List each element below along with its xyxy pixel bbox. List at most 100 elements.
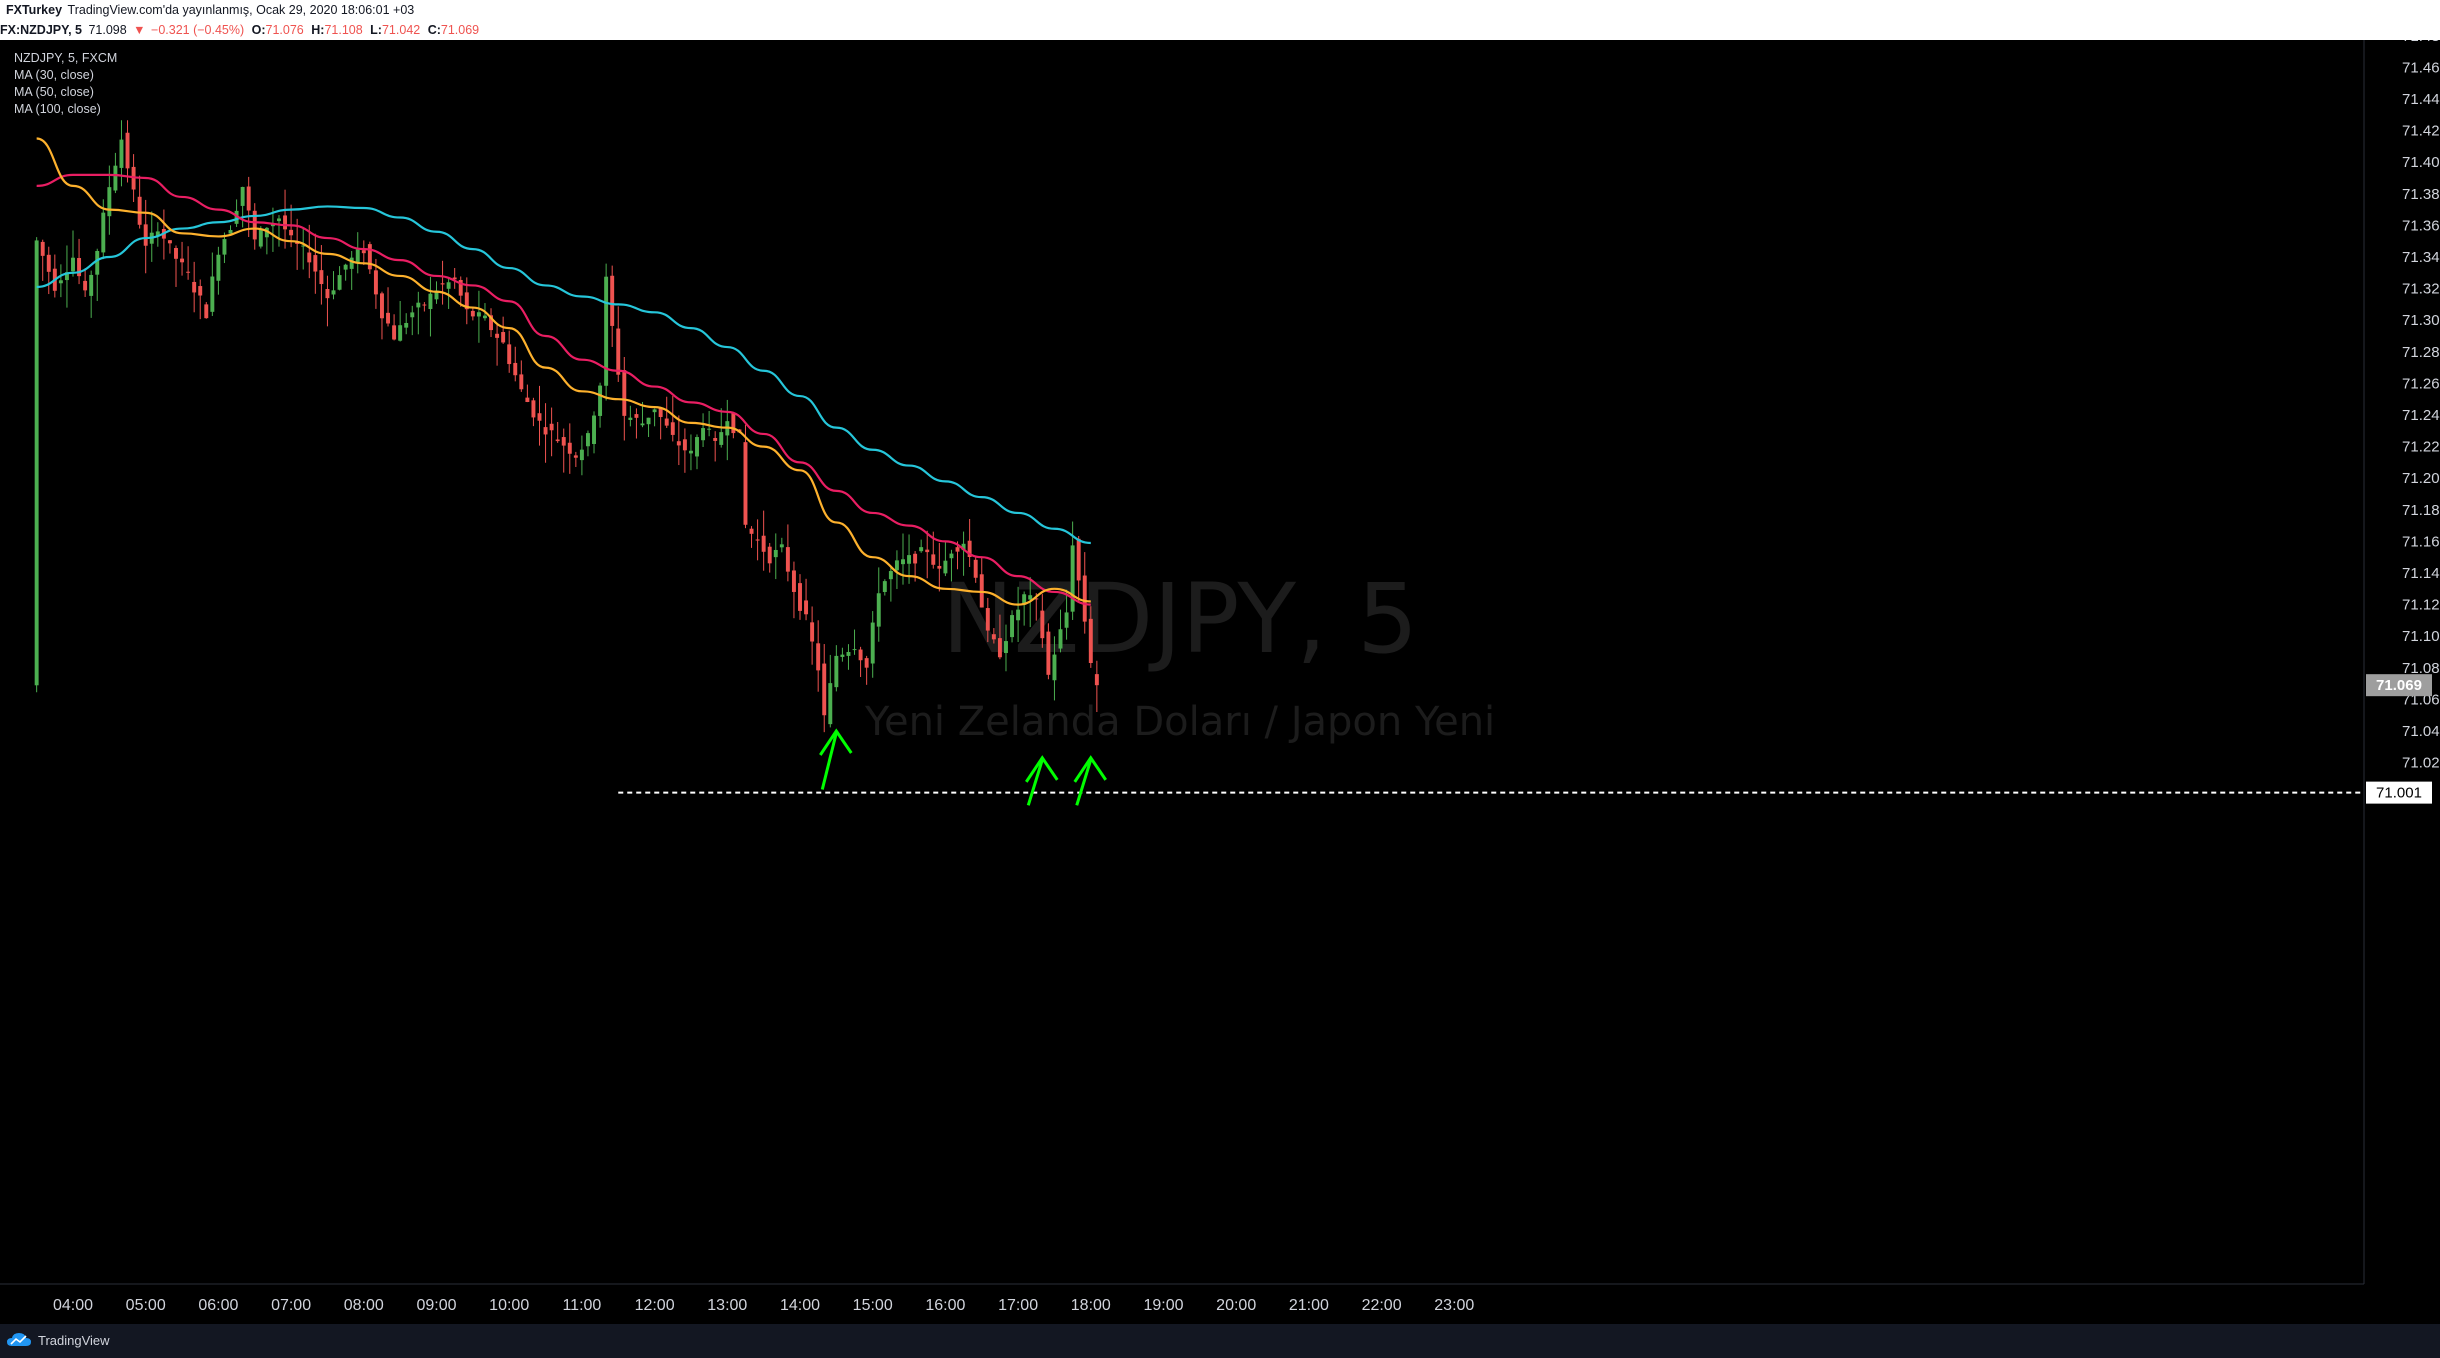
candle-down bbox=[458, 279, 463, 296]
candle-down bbox=[761, 535, 766, 552]
candle-down bbox=[798, 583, 802, 611]
candle-up bbox=[228, 229, 233, 234]
candles-layer bbox=[34, 120, 1099, 733]
candle-up bbox=[907, 555, 912, 564]
candle-down bbox=[713, 438, 718, 441]
candle-up bbox=[404, 322, 409, 328]
time-tick-label: 10:00 bbox=[489, 1297, 529, 1314]
publish-header: FXTurkey TradingView.com'da yayınlanmış,… bbox=[0, 0, 2440, 20]
candle-down bbox=[125, 132, 130, 169]
annotation-arrow-head[interactable] bbox=[819, 728, 853, 756]
support-price-badge bbox=[2366, 781, 2432, 804]
legend-ma100[interactable]: MA (100, close) bbox=[14, 102, 101, 116]
price-labels: 71.069 71.001 bbox=[2366, 674, 2432, 804]
time-tick-label: 12:00 bbox=[635, 1297, 675, 1314]
annotation-arrow-head[interactable] bbox=[1073, 755, 1107, 783]
candle-up bbox=[264, 227, 269, 238]
current-price-badge bbox=[2366, 674, 2432, 697]
candle-up bbox=[119, 139, 124, 168]
candle-up bbox=[337, 275, 342, 290]
candle-up bbox=[434, 290, 439, 300]
price-tick-label: 71.040 bbox=[2402, 723, 2440, 740]
candle-up bbox=[222, 239, 227, 255]
tradingview-logo[interactable]: TradingView bbox=[6, 1332, 110, 1348]
time-tick-label: 19:00 bbox=[1143, 1297, 1183, 1314]
candle-down bbox=[83, 280, 88, 291]
candle-down bbox=[313, 255, 318, 272]
candle-up bbox=[1016, 609, 1021, 621]
candle-up bbox=[779, 544, 784, 548]
candle-up bbox=[446, 282, 451, 289]
time-axis[interactable] bbox=[0, 1284, 2364, 1324]
price-tick-label: 71.280 bbox=[2402, 344, 2440, 361]
candle-up bbox=[1064, 612, 1069, 628]
price-tick-label: 71.320 bbox=[2402, 281, 2440, 298]
price-tick-label: 71.200 bbox=[2402, 470, 2440, 487]
candle-down bbox=[549, 423, 554, 431]
candle-up bbox=[707, 428, 712, 430]
annotation-arrows-layer bbox=[819, 728, 1107, 806]
candle-up bbox=[1070, 545, 1075, 612]
high-label: H: bbox=[311, 23, 325, 37]
candle-down bbox=[785, 547, 790, 572]
annotation-arrow-head[interactable] bbox=[1025, 755, 1059, 783]
high-value: 71.108 bbox=[324, 23, 363, 37]
candle-up bbox=[894, 560, 899, 571]
candle-down bbox=[967, 540, 972, 558]
time-tick-label: 22:00 bbox=[1362, 1297, 1402, 1314]
price-change: −0.321 (−0.45%) bbox=[151, 23, 245, 37]
down-arrow-icon: ▼ bbox=[133, 23, 146, 37]
annotation-arrow-shaft[interactable] bbox=[1075, 759, 1093, 806]
moving-averages-layer bbox=[36, 137, 1091, 606]
time-tick-label: 15:00 bbox=[853, 1297, 893, 1314]
price-axis[interactable] bbox=[2364, 40, 2440, 1284]
open-label: O: bbox=[251, 23, 266, 37]
candle-up bbox=[64, 272, 69, 281]
candle-down bbox=[452, 277, 457, 280]
price-tick-label: 71.020 bbox=[2402, 755, 2440, 772]
time-tick-label: 05:00 bbox=[126, 1297, 166, 1314]
candle-down bbox=[610, 275, 615, 326]
candle-up bbox=[701, 428, 706, 441]
candle-down bbox=[567, 442, 572, 454]
candle-down bbox=[925, 549, 930, 553]
candle-up bbox=[876, 593, 881, 627]
candle-down bbox=[495, 333, 500, 338]
price-tick-label: 71.220 bbox=[2402, 439, 2440, 456]
candle-up bbox=[901, 559, 905, 565]
support-price-label: 71.001 bbox=[2376, 785, 2422, 802]
candle-up bbox=[240, 186, 245, 206]
candle-up bbox=[773, 549, 778, 558]
candle-down bbox=[386, 312, 391, 324]
price-tick-label: 71.460 bbox=[2402, 59, 2440, 76]
price-tick-label: 71.400 bbox=[2402, 154, 2440, 171]
publisher-name[interactable]: FXTurkey bbox=[6, 3, 63, 17]
candle-down bbox=[174, 248, 178, 259]
candle-down bbox=[137, 196, 142, 225]
candle-down bbox=[531, 400, 536, 418]
candle-up bbox=[688, 450, 693, 454]
candle-up bbox=[598, 385, 603, 416]
candle-up bbox=[216, 254, 221, 281]
candle-up bbox=[258, 228, 263, 247]
legend-symbol[interactable]: NZDJPY, 5, FXCM bbox=[14, 51, 118, 65]
candle-up bbox=[210, 276, 215, 312]
candle-down bbox=[470, 310, 475, 317]
candle-down bbox=[864, 658, 869, 668]
candle-up bbox=[870, 622, 875, 664]
candle-down bbox=[167, 240, 172, 244]
time-tick-label: 08:00 bbox=[344, 1297, 384, 1314]
annotation-arrow-shaft[interactable] bbox=[1026, 759, 1044, 806]
legend-ma30[interactable]: MA (30, close) bbox=[14, 68, 94, 82]
candle-down bbox=[367, 244, 372, 270]
annotation-arrow-shaft[interactable] bbox=[820, 732, 838, 790]
candle-down bbox=[543, 427, 548, 435]
candle-up bbox=[828, 683, 833, 725]
legend-ma50[interactable]: MA (50, close) bbox=[14, 85, 94, 99]
candle-up bbox=[428, 293, 433, 310]
footer-bar: TradingView bbox=[0, 1324, 2440, 1358]
candle-up bbox=[89, 274, 94, 296]
candle-down bbox=[670, 422, 675, 435]
candle-up bbox=[592, 415, 596, 444]
